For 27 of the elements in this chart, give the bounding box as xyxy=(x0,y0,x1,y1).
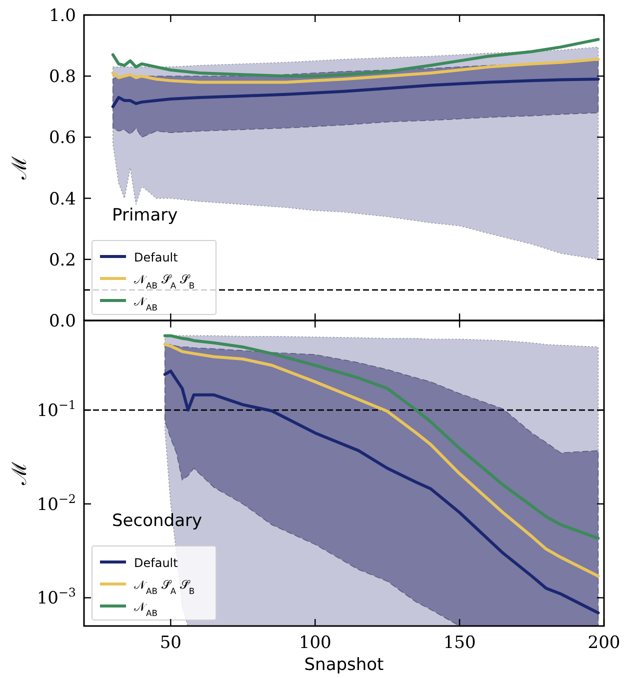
y-tick-label: 0.8 xyxy=(48,67,76,88)
x-tick-label: 100 xyxy=(298,633,332,653)
y-axis-title: ℳ xyxy=(7,155,31,180)
y-tick-label: 0.2 xyxy=(48,250,76,270)
line-series xyxy=(111,58,600,84)
legend-label: 𝒩$_{AB}$𝒮̃$_{A}$𝒮̃$_{B}$ xyxy=(134,272,195,290)
x-tick-label: 200 xyxy=(588,633,620,653)
annotation: Primary xyxy=(112,206,178,226)
y-tick-label: 1.0 xyxy=(48,6,76,26)
legend-label: 𝒩$_{AB}$ xyxy=(134,294,158,312)
y-tick-label: 0.6 xyxy=(48,128,76,148)
y-tick-label: 0.4 xyxy=(48,189,76,210)
legend-label: 𝒩$_{AB}$ xyxy=(134,600,158,618)
line-series xyxy=(111,38,600,78)
legend-label: Default xyxy=(134,250,178,264)
y-tick-label: 10$^{−2}$ xyxy=(36,492,76,515)
annotation: Secondary xyxy=(112,511,202,531)
x-tick-label: 150 xyxy=(443,633,476,653)
y-axis-title: ℳ xyxy=(7,460,31,486)
legend-label: 𝒩$_{AB}$𝒮̃$_{A}$𝒮̃$_{B}$ xyxy=(134,578,195,596)
y-tick-label: 10$^{−3}$ xyxy=(36,586,76,609)
legend-label: Default xyxy=(134,556,178,570)
x-tick-label: 50 xyxy=(160,633,182,653)
x-axis-title: Snapshot xyxy=(304,655,384,675)
y-tick-label: 0.0 xyxy=(48,312,76,332)
line-series xyxy=(111,78,600,108)
y-tick-label: 10$^{−1}$ xyxy=(36,398,76,422)
